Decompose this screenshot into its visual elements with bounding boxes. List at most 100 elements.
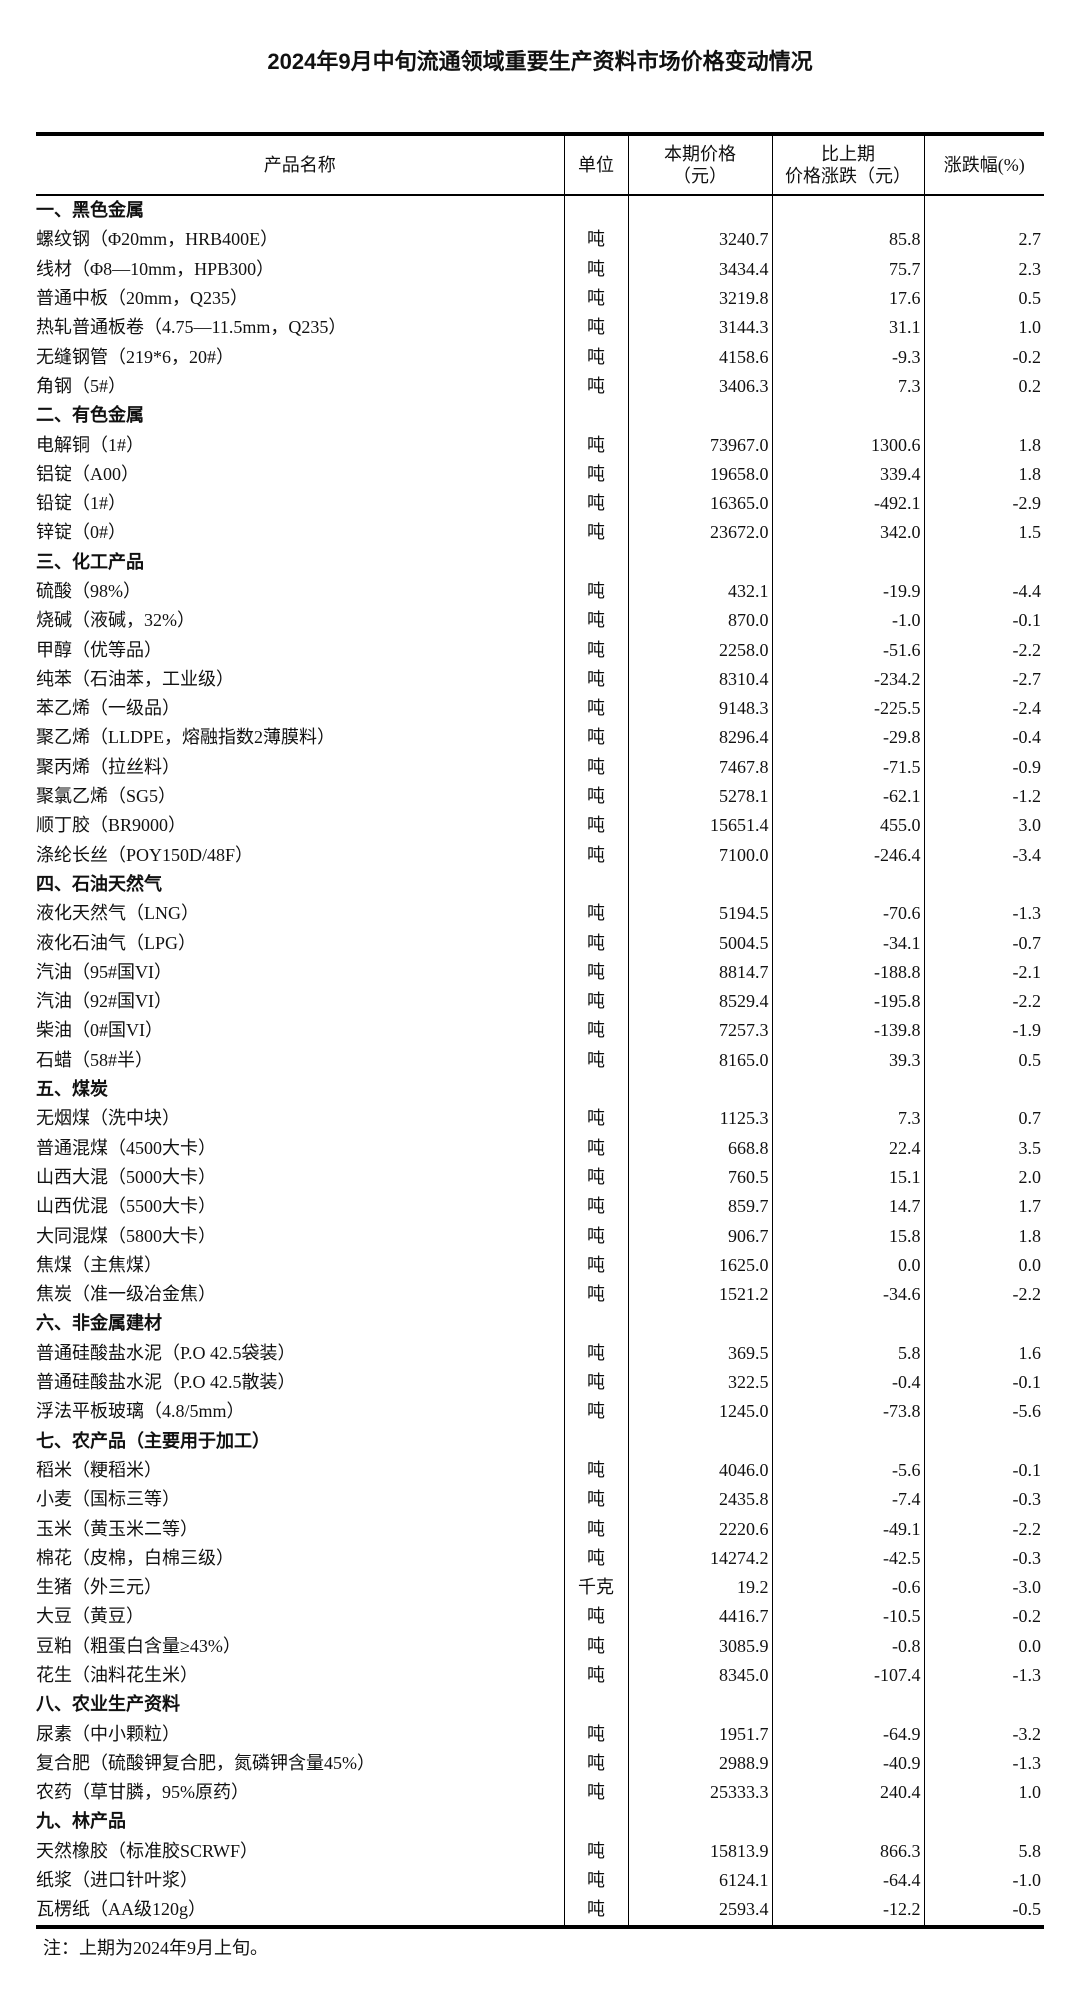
empty-cell xyxy=(627,1690,772,1720)
change-pct: 1.6 xyxy=(923,1338,1044,1368)
section-row: 七、农产品（主要用于加工） xyxy=(36,1426,1044,1456)
empty-cell xyxy=(563,547,628,577)
product-name: 天然橡胶（标准胶SCRWF） xyxy=(36,1840,259,1861)
unit: 吨 xyxy=(563,635,628,665)
change-pct: 1.8 xyxy=(923,1221,1044,1251)
product-name: 顺丁胶（BR9000） xyxy=(36,815,187,836)
change-pct: -3.4 xyxy=(923,840,1044,870)
empty-cell xyxy=(771,1074,924,1105)
table-row: 硫酸（98%） 吨 432.1 -19.9 -4.4 xyxy=(36,576,1044,607)
change-pct: 1.0 xyxy=(923,1778,1044,1808)
unit: 吨 xyxy=(563,225,628,255)
change-pct: -1.3 xyxy=(923,1748,1044,1779)
current-price: 8814.7 xyxy=(627,957,772,988)
change-pct: 1.8 xyxy=(923,430,1044,460)
price-change: 22.4 xyxy=(771,1133,924,1163)
price-change: 39.3 xyxy=(771,1045,924,1075)
product-name: 无烟煤（洗中块） xyxy=(36,1108,180,1129)
table-row: 石蜡（58#半） 吨 8165.0 39.3 0.5 xyxy=(36,1045,1044,1075)
price-change: 339.4 xyxy=(771,459,924,489)
current-price: 2593.4 xyxy=(627,1895,772,1929)
price-change: 342.0 xyxy=(771,518,924,548)
product-name: 柴油（0#国VI） xyxy=(36,1020,163,1041)
current-price: 870.0 xyxy=(627,606,772,636)
unit: 吨 xyxy=(563,1016,628,1046)
current-price: 25333.3 xyxy=(627,1778,772,1808)
table-row: 花生（油料花生米） 吨 8345.0 -107.4 -1.3 xyxy=(36,1660,1044,1691)
unit: 吨 xyxy=(563,1543,628,1573)
price-change: -40.9 xyxy=(771,1748,924,1779)
product-name: 瓦楞纸（AA级120g） xyxy=(36,1895,564,1929)
change-pct: -0.1 xyxy=(923,1455,1044,1486)
price-change: -0.6 xyxy=(771,1572,924,1603)
section-row: 一、黑色金属 xyxy=(36,195,1044,226)
section-title: 九、林产品 xyxy=(36,1811,126,1832)
empty-cell xyxy=(563,1690,628,1720)
price-change: 240.4 xyxy=(771,1778,924,1808)
empty-cell xyxy=(771,195,924,226)
unit: 吨 xyxy=(563,1748,628,1779)
change-pct: -1.9 xyxy=(923,1016,1044,1046)
unit: 吨 xyxy=(563,1602,628,1632)
product-name: 农药（草甘膦，95%原药） xyxy=(36,1782,249,1803)
change-pct: -2.2 xyxy=(923,987,1044,1017)
product-name: 尿素（中小颗粒） xyxy=(36,1723,180,1744)
price-change: -19.9 xyxy=(771,576,924,607)
table-row: 农药（草甘膦，95%原药） 吨 25333.3 240.4 1.0 xyxy=(36,1778,1044,1808)
empty-cell xyxy=(563,195,628,226)
product-name: 浮法平板玻璃（4.8/5mm） xyxy=(36,1401,245,1422)
header-price: 本期价格 （元） xyxy=(627,132,772,196)
price-change: -42.5 xyxy=(771,1543,924,1573)
current-price: 7467.8 xyxy=(627,752,772,782)
table-row: 稻米（粳稻米） 吨 4046.0 -5.6 -0.1 xyxy=(36,1455,1044,1486)
current-price: 16365.0 xyxy=(627,488,772,519)
current-price: 760.5 xyxy=(627,1162,772,1193)
product-name: 聚丙烯（拉丝料） xyxy=(36,756,180,777)
section-row: 九、林产品 xyxy=(36,1807,1044,1837)
empty-cell xyxy=(627,1426,772,1456)
change-pct: -1.3 xyxy=(923,1660,1044,1691)
price-change: -7.4 xyxy=(771,1485,924,1515)
unit: 吨 xyxy=(563,1162,628,1193)
current-price: 3406.3 xyxy=(627,371,772,402)
product-name: 液化石油气（LPG） xyxy=(36,932,197,953)
empty-cell xyxy=(771,547,924,577)
price-change: 7.3 xyxy=(771,371,924,402)
empty-cell xyxy=(923,869,1044,900)
product-name: 电解铜（1#） xyxy=(36,434,144,455)
price-change: -0.8 xyxy=(771,1631,924,1661)
table-row: 聚丙烯（拉丝料） 吨 7467.8 -71.5 -0.9 xyxy=(36,752,1044,782)
table-row: 焦炭（准一级冶金焦） 吨 1521.2 -34.6 -2.2 xyxy=(36,1279,1044,1310)
product-name: 大豆（黄豆） xyxy=(36,1606,144,1627)
current-price: 4158.6 xyxy=(627,342,772,372)
empty-cell xyxy=(563,1309,628,1339)
product-name: 豆粕（粗蛋白含量≥43%） xyxy=(36,1635,241,1656)
unit: 吨 xyxy=(563,1045,628,1075)
current-price: 432.1 xyxy=(627,576,772,607)
change-pct: 2.7 xyxy=(923,225,1044,255)
unit: 吨 xyxy=(563,1631,628,1661)
unit: 千克 xyxy=(563,1572,628,1603)
current-price: 19.2 xyxy=(627,1572,772,1603)
table-row: 焦煤（主焦煤）吨 1625.0 0.0 0.0 xyxy=(36,1250,1044,1280)
table-row: 聚氯乙烯（SG5） 吨 5278.1 -62.1 -1.2 xyxy=(36,781,1044,812)
table-row: 普通硅酸盐水泥（P.O 42.5袋装） 吨 369.5 5.8 1.6 xyxy=(36,1338,1044,1368)
empty-cell xyxy=(771,1426,924,1456)
table-row: 无缝钢管（219*6，20#） 吨 4158.6 -9.3 -0.2 xyxy=(36,342,1044,372)
change-pct: 1.7 xyxy=(923,1192,1044,1222)
unit: 吨 xyxy=(563,430,628,460)
change-pct: -2.2 xyxy=(923,1279,1044,1310)
change-pct: -0.3 xyxy=(923,1485,1044,1515)
section-title: 五、煤炭 xyxy=(36,1079,108,1100)
product-name: 甲醇（优等品） xyxy=(36,639,162,660)
product-name: 液化天然气（LNG） xyxy=(36,903,199,924)
current-price: 7100.0 xyxy=(627,840,772,870)
product-name: 线材（Φ8—10mm，HPB300） xyxy=(36,258,275,279)
empty-cell xyxy=(563,1807,628,1837)
unit: 吨 xyxy=(563,928,628,958)
section-row: 六、非金属建材 xyxy=(36,1309,1044,1339)
unit: 吨 xyxy=(563,488,628,519)
section-title: 八、农业生产资料 xyxy=(36,1694,180,1715)
change-pct: -4.4 xyxy=(923,576,1044,607)
product-name: 焦煤（主焦煤） xyxy=(36,1254,162,1275)
